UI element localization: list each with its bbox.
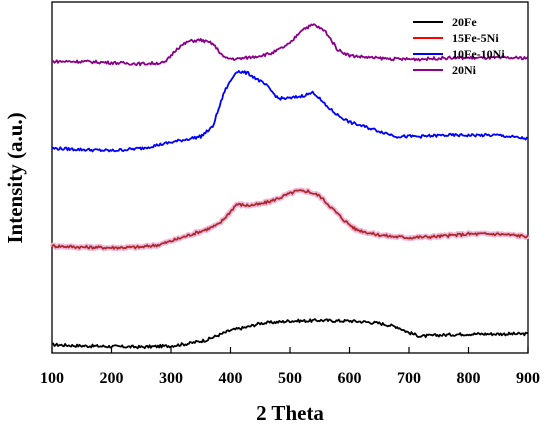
series-line-10fe-10ni: [51, 70, 528, 153]
legend-label: 15Fe-5Ni: [452, 31, 499, 45]
x-tick-label: 900: [516, 370, 540, 387]
x-tick-label: 400: [219, 370, 243, 387]
legend: 20Fe 15Fe-5Ni 10Fe-10Ni 20Ni: [413, 15, 505, 77]
x-tick-label: 500: [278, 370, 302, 387]
x-axis-ticks: 100 200 300 400 500 600 700 800 900: [40, 347, 540, 387]
series-line-20fe: [52, 318, 529, 350]
x-axis-title: 2 Theta: [256, 401, 324, 425]
x-tick-label: 300: [159, 370, 183, 387]
legend-label: 20Fe: [452, 15, 477, 29]
series-layer: [49, 23, 531, 350]
legend-label: 10Fe-10Ni: [452, 47, 505, 61]
x-tick-label: 800: [457, 370, 481, 387]
legend-label: 20Ni: [452, 63, 477, 77]
x-tick-label: 700: [397, 370, 421, 387]
series-line-20ni: [51, 23, 529, 67]
x-tick-label: 600: [338, 370, 362, 387]
x-tick-label: 200: [100, 370, 124, 387]
x-tick-label: 100: [40, 370, 64, 387]
y-axis-title: Intensity (a.u.): [3, 112, 27, 243]
series-line-15fe-5ni: [51, 189, 529, 250]
series-halo: [49, 187, 531, 252]
